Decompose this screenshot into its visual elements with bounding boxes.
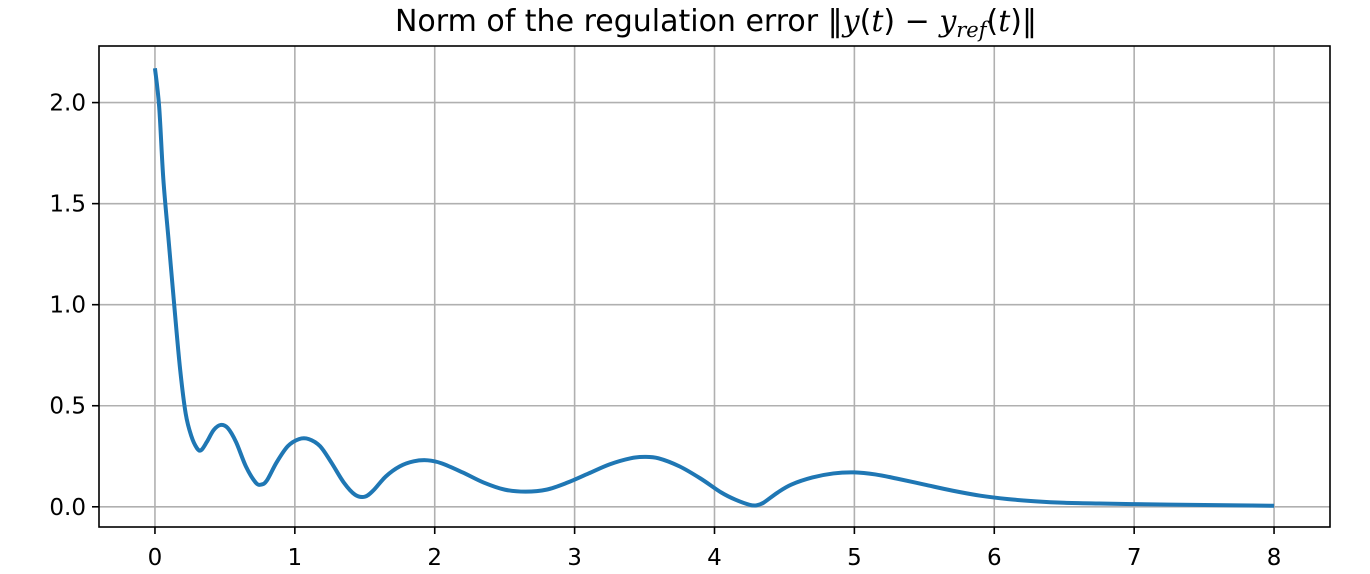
y-tick-label: 1.0 [49,293,86,319]
grid [99,46,1330,527]
title-paren-close-1: ) [883,4,895,39]
x-tick-label: 8 [1267,545,1282,571]
title-paren-close-2: ) [1010,4,1022,39]
title-subscript-ref: ref [956,18,989,42]
title-bar-open: ‖ [828,4,843,39]
x-tick-label: 0 [148,545,163,571]
title-minus: − [895,4,939,39]
x-tick-label: 6 [987,545,1002,571]
error-norm-line [152,68,1275,508]
y-tick-label: 0.5 [49,394,86,420]
plot-area [152,68,1275,508]
title-y: y [841,4,861,39]
x-tick-label: 5 [847,545,862,571]
y-tick-label: 2.0 [49,91,86,117]
x-tick-label: 1 [288,545,303,571]
x-tick-label: 4 [707,545,722,571]
title-prefix: Norm of the regulation error [395,4,828,39]
title-t-1: t [871,4,884,39]
x-tick-label: 7 [1127,545,1142,571]
y-tick-label: 1.5 [49,192,86,218]
chart-title: Norm of the regulation error ‖y(t) − yre… [395,4,1037,42]
y-tick-label: 0.0 [49,495,86,521]
title-y-ref: y [937,4,957,39]
x-tick-label: 2 [427,545,442,571]
axis-ticks: 0 1 2 3 4 5 6 7 8 0.0 0.5 1.0 1.5 2.0 [49,91,1281,571]
title-t-2: t [998,4,1011,39]
title-paren-open-2: ( [987,4,999,39]
x-tick-label: 3 [567,545,582,571]
title-paren-open-1: ( [860,4,872,39]
title-bar-close: ‖ [1022,4,1037,39]
